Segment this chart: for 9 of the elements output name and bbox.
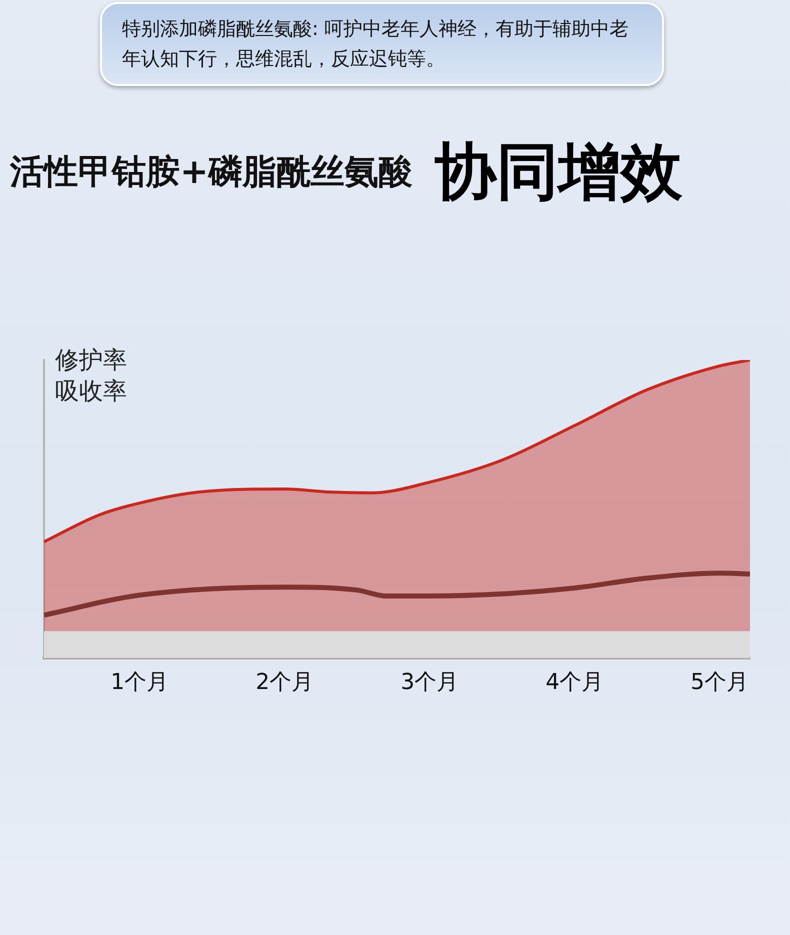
x-tick-label: 1个月: [110, 670, 169, 695]
text: 特别添加磷脂酰丝氨酸: 呵护中老年人神经，有助于辅助中老年认知下行，思维混乱，反应迟钝等。: [100, 2, 664, 86]
x-tick-label: 5个月: [690, 670, 749, 695]
x-tick-label: 4个月: [546, 670, 604, 695]
x-tick-label: 2个月: [256, 670, 314, 695]
chart-subtitle: 协同增效: [434, 134, 682, 210]
chart-title: 活性甲钴胺+磷脂酰丝氨酸: [10, 151, 412, 194]
x-tick-label: 3个月: [400, 670, 459, 695]
y-axis-title: 修护率吸收率: [55, 345, 128, 407]
